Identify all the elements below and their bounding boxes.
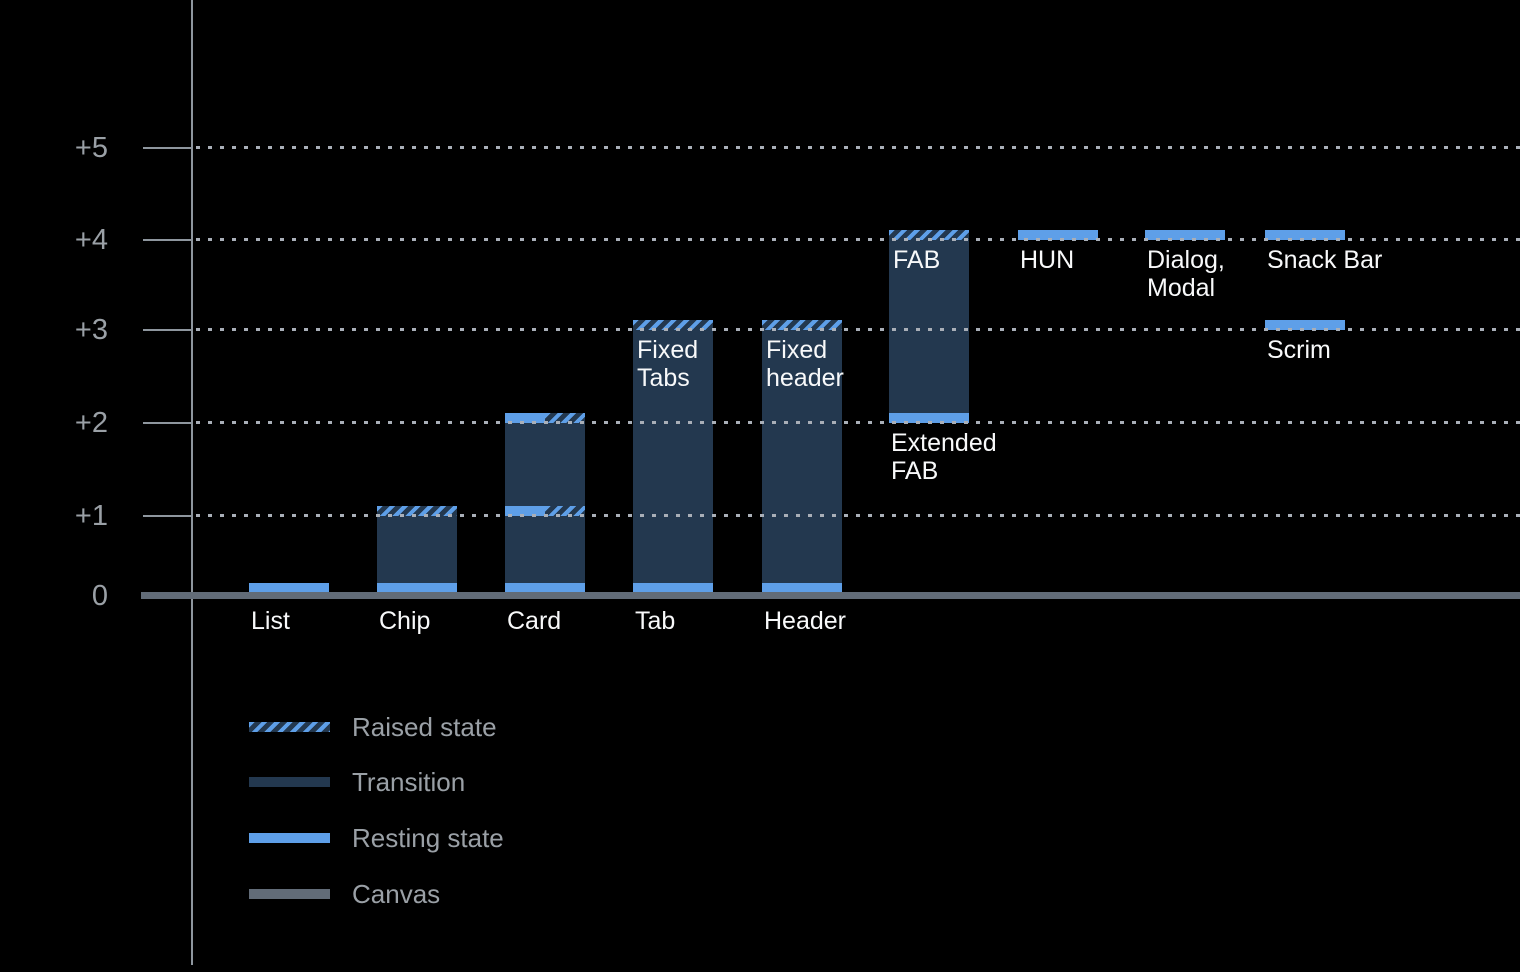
y-tick-+3 [143,329,192,331]
resting-band [633,583,713,592]
y-tick-label-+5: +5 [74,132,108,164]
raised-band-half [545,506,585,516]
bar-label-chip: Chip [379,607,431,635]
legend-swatch-rest [249,833,330,843]
y-tick-label-+3: +3 [74,314,108,346]
resting-band [377,583,457,592]
bar-below-label-hun: HUN [1020,246,1075,274]
bar-below-label-snack-bar: Snack Bar [1267,246,1383,274]
y-tick-label-0: 0 [91,580,108,612]
y-axis-line [191,0,193,965]
resting-band [1265,320,1345,330]
y-tick-label-+2: +2 [74,407,108,439]
transition-band [889,240,969,413]
y-tick-+2 [143,422,192,424]
bar-inner-label-header: Fixed [766,336,828,364]
legend-swatch-hatch [249,722,330,732]
canvas-baseline [141,592,1520,599]
transition-band [377,516,457,583]
y-tick-label-+1: +1 [74,500,108,532]
raised-band [377,506,457,516]
resting-band [1018,230,1098,240]
bar-inner-label-header: header [766,364,844,392]
resting-band [1265,230,1345,240]
resting-band-half [505,506,545,516]
resting-band [889,413,969,423]
transition-band [633,330,713,583]
gridline-+3 [196,328,1520,331]
bar-label-card: Card [507,607,562,635]
bar-label-tab: Tab [635,607,676,635]
bar-below-label-fab: Extended [891,429,997,457]
y-tick-+5 [143,147,192,149]
raised-band-half [545,413,585,423]
raised-band [633,320,713,330]
y-tick-label-+4: +4 [74,224,108,256]
legend-swatch-canvas [249,889,330,899]
gridline-+5 [196,146,1520,149]
bar-below-label-scrim: Scrim [1267,336,1331,364]
legend-label-rest: Resting state [352,823,504,853]
resting-band [762,583,842,592]
bar-inner-label-tab: Fixed [637,336,699,364]
legend-label-hatch: Raised state [352,712,497,742]
bar-inner-label-tab: Tabs [637,364,690,392]
gridline-+2 [196,421,1520,424]
bar-below-label-dialog-modal: Modal [1147,274,1216,302]
raised-band [762,320,842,330]
gridline-+4 [196,238,1520,241]
legend-swatch-trans [249,777,330,787]
bar-below-label-fab: FAB [891,457,939,485]
raised-band [889,230,969,240]
bar-label-list: List [251,607,290,635]
y-tick-+4 [143,239,192,241]
legend-label-trans: Transition [352,767,466,797]
legend-label-canvas: Canvas [352,879,441,909]
resting-band [249,583,329,592]
resting-band [1145,230,1225,240]
resting-band [505,583,585,592]
bar-label-header: Header [764,607,846,635]
bar-inner-label-fab: FAB [893,246,941,274]
bar-below-label-dialog-modal: Dialog, [1147,246,1225,274]
transition-band [505,423,585,583]
resting-band-half [505,413,545,423]
gridline-+1 [196,514,1520,517]
y-tick-+1 [143,515,192,517]
transition-band [762,330,842,583]
